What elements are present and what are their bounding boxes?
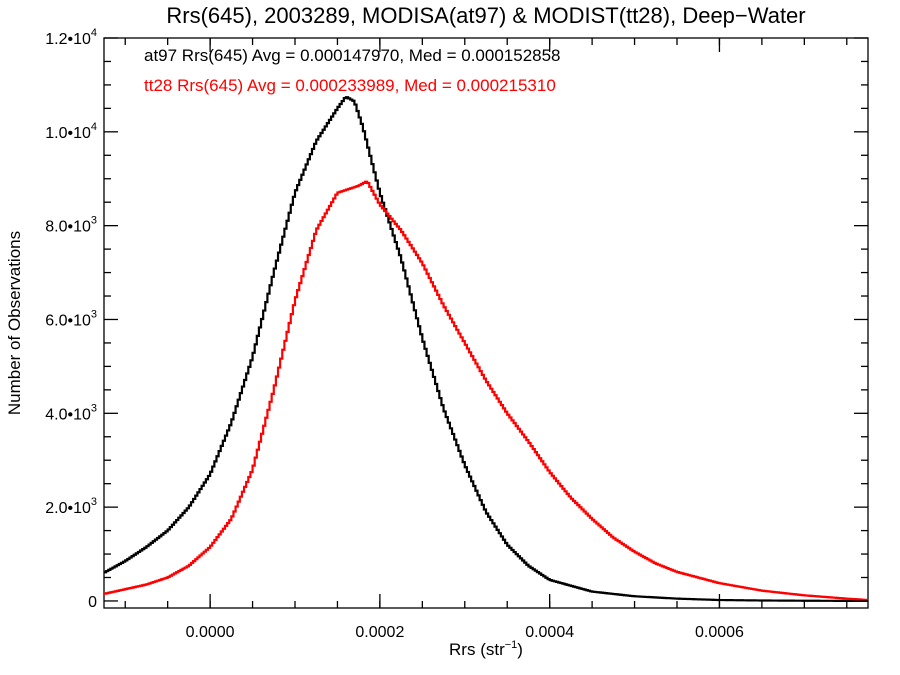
series-layer (104, 96, 868, 603)
x-tick-label: 0.0006 (695, 624, 744, 641)
x-tick-label: 0.0002 (355, 624, 404, 641)
x-axis-label: Rrs (str−1) (449, 639, 523, 659)
plot-frame (103, 37, 869, 609)
y-tick-label-exponent: 3 (91, 496, 97, 508)
y-tick-label-exponent: 4 (91, 121, 97, 133)
y-axis-label: Number of Observations (5, 231, 24, 415)
y-tick-label-exponent: 3 (91, 308, 97, 320)
y-tick-label-exponent: 3 (91, 215, 97, 227)
x-axis-label-text: Rrs (str (449, 640, 505, 659)
y-tick-label-base: 4.0•10 (45, 406, 91, 423)
series-annotations: at97 Rrs(645) Avg = 0.000147970, Med = 0… (144, 46, 561, 95)
y-tick-label-base: 0 (88, 594, 97, 611)
x-tick-label: 0.0004 (525, 624, 574, 641)
y-tick-label: 1.2•104 (45, 27, 97, 48)
y-tick-label: 1.0•104 (45, 121, 97, 142)
y-axis: 02.0•1034.0•1036.0•1038.0•1031.0•1041.2•… (45, 27, 868, 611)
series-line-tt28 (104, 180, 868, 602)
y-tick-label-base: 6.0•10 (45, 312, 91, 329)
x-axis-label-close: ) (517, 640, 523, 659)
x-axis-label-superscript: −1 (505, 639, 518, 651)
y-tick-label-exponent: 3 (91, 402, 97, 414)
y-tick-label: 4.0•103 (45, 402, 97, 423)
annotation-at97: at97 Rrs(645) Avg = 0.000147970, Med = 0… (144, 46, 561, 65)
chart-title: Rrs(645), 2003289, MODISA(at97) & MODIST… (166, 3, 805, 28)
y-tick-label-exponent: 4 (91, 27, 97, 39)
x-tick-label: 0.0000 (186, 624, 235, 641)
annotation-tt28: tt28 Rrs(645) Avg = 0.000233989, Med = 0… (144, 76, 556, 95)
y-tick-label-base: 1.0•10 (45, 125, 91, 142)
y-tick-label: 8.0•103 (45, 215, 97, 236)
y-tick-label-base: 8.0•10 (45, 219, 91, 236)
y-tick-label: 2.0•103 (45, 496, 97, 517)
x-axis: 0.0000 0.0002 0.0004 0.0006 (124, 38, 848, 641)
y-tick-label-base: 1.2•10 (45, 31, 91, 48)
series-line-at97 (104, 96, 868, 603)
y-tick-label-base: 2.0•10 (45, 500, 91, 517)
y-tick-label: 0 (88, 594, 97, 611)
y-tick-label: 6.0•103 (45, 308, 97, 329)
